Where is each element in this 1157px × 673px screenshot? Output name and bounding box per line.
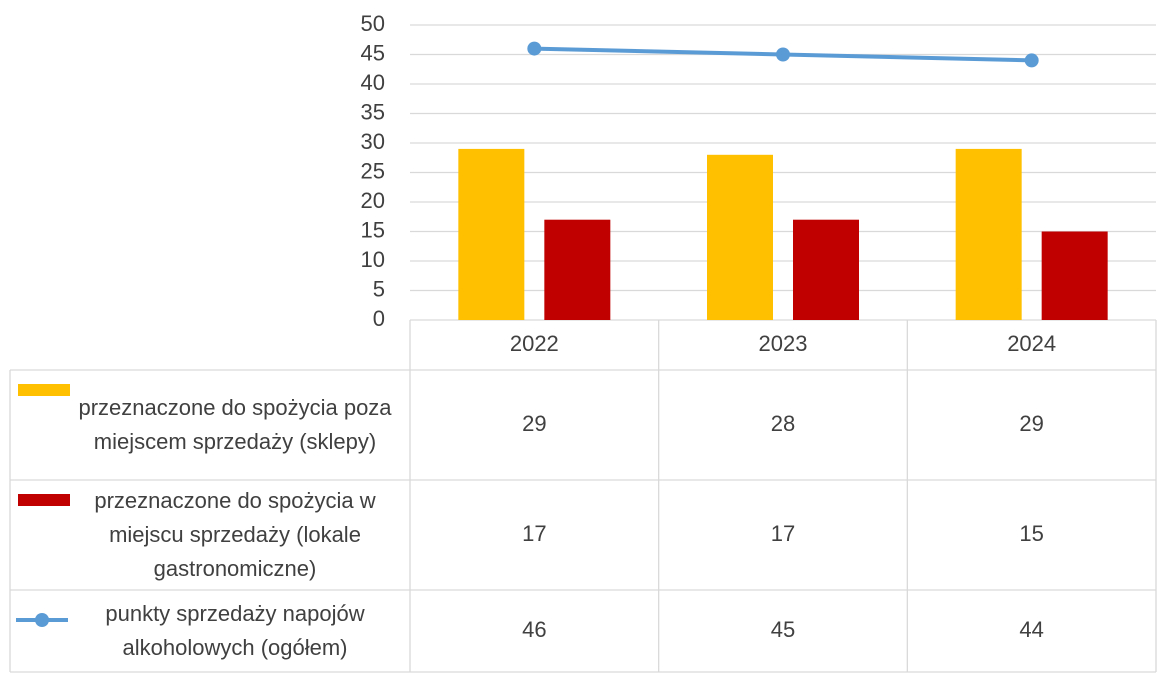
legend-item: przeznaczone do spożycia poza miejscem s… [78, 395, 392, 454]
x-tick-label: 2024 [1007, 331, 1056, 356]
legend-item: przeznaczone do spożycia w miejscu sprze… [94, 488, 376, 581]
legend-label: przeznaczone do spożycia poza miejscem s… [78, 395, 392, 454]
y-tick-label: 50 [361, 11, 385, 36]
y-tick-label: 15 [361, 217, 385, 242]
legend-item: punkty sprzedaży napojów alkoholowych (o… [105, 601, 365, 660]
bar [458, 148, 525, 320]
y-tick-label: 20 [361, 188, 385, 213]
table-value: 45 [771, 617, 795, 642]
bar [544, 219, 611, 320]
table-value: 29 [1019, 411, 1043, 436]
y-tick-label: 25 [361, 158, 385, 183]
table-value: 46 [522, 617, 546, 642]
legend-key [18, 494, 70, 506]
table-value: 17 [771, 521, 795, 546]
y-tick-label: 40 [361, 70, 385, 95]
legend-key [35, 613, 49, 627]
legend-label: przeznaczone do spożycia w miejscu sprze… [94, 488, 376, 581]
y-tick-label: 35 [361, 99, 385, 124]
table-value: 44 [1019, 617, 1043, 642]
marker [527, 41, 542, 56]
marker [1024, 53, 1039, 68]
table-value: 28 [771, 411, 795, 436]
legend-label: punkty sprzedaży napojów alkoholowych (o… [105, 601, 365, 660]
bar [793, 219, 859, 320]
y-tick-label: 45 [361, 40, 385, 65]
bar [1041, 231, 1108, 320]
table-value: 29 [522, 411, 546, 436]
y-tick-label: 10 [361, 247, 385, 272]
y-tick-label: 0 [373, 306, 385, 331]
x-tick-label: 2023 [759, 331, 808, 356]
marker [776, 47, 790, 62]
bar [955, 148, 1022, 320]
table-value: 15 [1019, 521, 1043, 546]
bar [707, 154, 773, 320]
y-tick-label: 30 [361, 129, 385, 154]
y-tick-label: 5 [373, 276, 385, 301]
x-tick-label: 2022 [510, 331, 559, 356]
table-value: 17 [522, 521, 546, 546]
legend-key [18, 384, 70, 396]
